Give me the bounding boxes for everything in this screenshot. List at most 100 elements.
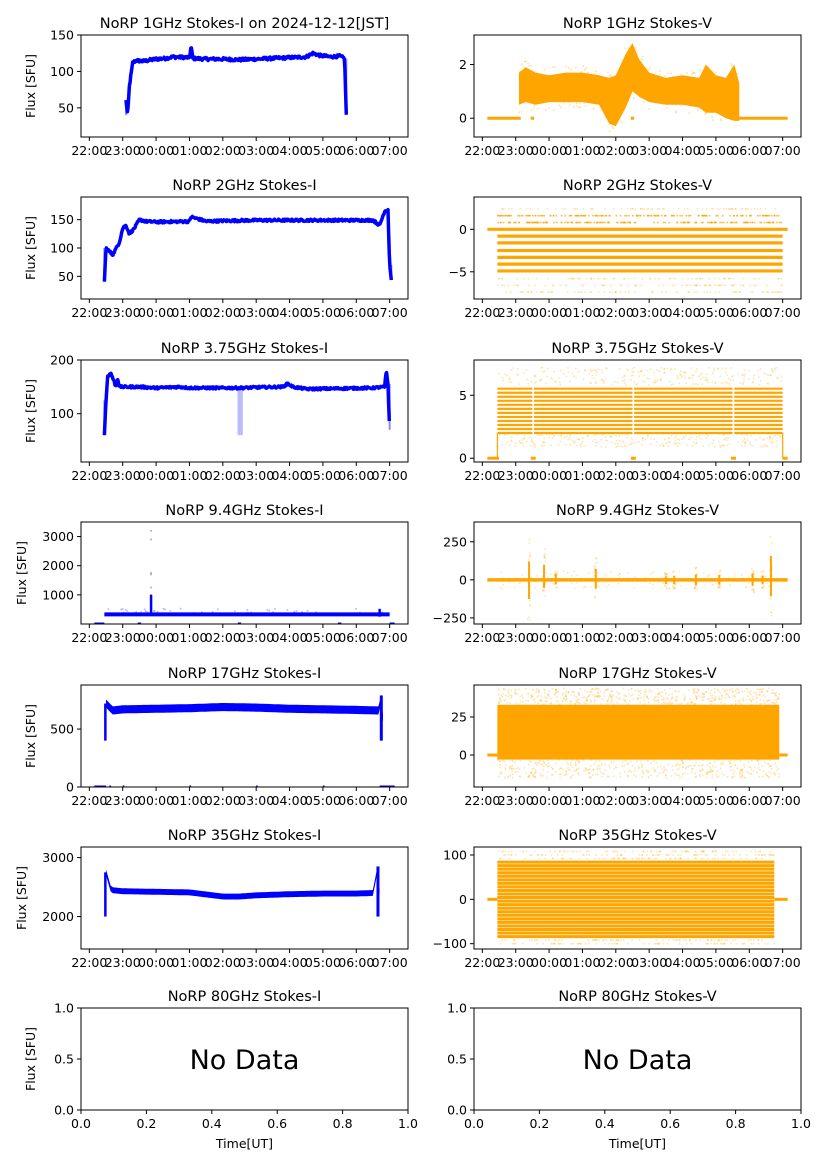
data-point	[664, 689, 666, 692]
data-point	[561, 767, 563, 770]
data-point	[722, 761, 724, 763]
data-point	[615, 696, 618, 699]
data-point	[570, 761, 572, 764]
data-point	[622, 698, 624, 701]
data-point	[735, 700, 737, 702]
data-point	[582, 65, 584, 68]
data-point	[585, 768, 587, 770]
x-tick-label: 23:00	[498, 468, 534, 483]
data-point	[528, 759, 531, 762]
data-point	[523, 438, 526, 440]
data-point	[699, 374, 702, 376]
level-point	[774, 291, 777, 293]
level-point	[573, 277, 576, 280]
burst-point	[694, 575, 697, 577]
level-point	[515, 221, 517, 224]
level-point	[582, 214, 585, 217]
level-point	[697, 854, 699, 856]
data-point	[683, 693, 686, 696]
x-tick-label: 22:00	[464, 305, 500, 320]
data-point	[708, 574, 711, 577]
data-point	[756, 771, 758, 773]
level-point	[730, 942, 733, 945]
data-point	[579, 578, 581, 581]
level-point	[601, 854, 603, 856]
data-point	[644, 691, 646, 693]
level-point	[752, 277, 755, 280]
data-point	[559, 767, 562, 769]
level-point	[724, 857, 727, 860]
level-point	[572, 942, 575, 945]
data-point	[751, 696, 754, 698]
data-point	[686, 77, 689, 79]
level-point	[760, 221, 763, 224]
data-point	[590, 370, 593, 372]
burst-point	[596, 577, 598, 580]
level-point	[742, 284, 745, 287]
data-point	[671, 697, 674, 699]
level-point	[582, 854, 585, 856]
data-point	[571, 690, 573, 693]
level-point	[721, 854, 724, 856]
burst-point	[528, 555, 531, 558]
data-point	[605, 436, 607, 438]
data-point	[759, 380, 762, 382]
data-point	[711, 770, 714, 773]
level-point	[623, 221, 625, 224]
level-point	[691, 277, 693, 280]
level-point	[772, 854, 774, 856]
data-point	[523, 91, 526, 94]
level-point	[632, 850, 634, 853]
level-point	[777, 214, 780, 217]
data-point	[681, 438, 683, 440]
data-point	[729, 759, 732, 762]
data-point	[767, 762, 770, 765]
data-point	[662, 696, 665, 699]
level-point	[757, 939, 759, 941]
data-point	[355, 608, 357, 610]
data-point	[618, 440, 621, 442]
level-point	[507, 857, 510, 860]
level-point	[524, 857, 526, 860]
data-point	[585, 699, 588, 702]
data-point	[771, 689, 774, 691]
level-point	[539, 221, 541, 224]
level-point	[710, 208, 713, 210]
level-point	[640, 284, 643, 287]
data-point	[711, 697, 713, 699]
data-point	[535, 761, 537, 764]
level-point	[613, 850, 615, 853]
burst-point	[750, 582, 753, 584]
data-point	[647, 701, 650, 704]
burst-point	[750, 574, 753, 577]
level-point	[721, 942, 723, 945]
level-point	[637, 857, 639, 860]
data-point	[647, 769, 649, 772]
data-point	[730, 765, 733, 768]
data-point	[598, 586, 600, 588]
data-point	[568, 769, 571, 771]
data-point	[648, 108, 651, 110]
data-point	[502, 379, 505, 382]
data-marks-v1	[487, 43, 788, 132]
data-point	[504, 768, 507, 771]
level-point	[734, 291, 737, 293]
data-point	[737, 691, 740, 693]
data-point	[741, 577, 744, 579]
spike-point	[150, 608, 152, 611]
level-point	[652, 854, 655, 856]
data-point	[558, 377, 561, 379]
data-point	[627, 762, 629, 765]
level-point	[744, 208, 747, 210]
data-point	[286, 609, 289, 611]
data-point	[570, 694, 573, 696]
burst-point	[529, 599, 532, 602]
level-point	[575, 221, 577, 224]
data-point	[542, 774, 544, 777]
data-point	[575, 89, 577, 91]
data-marks-i1	[124, 46, 349, 116]
burst-point	[751, 580, 753, 582]
level-point	[717, 939, 720, 941]
burst-point	[593, 575, 596, 577]
burst-point	[769, 559, 771, 561]
